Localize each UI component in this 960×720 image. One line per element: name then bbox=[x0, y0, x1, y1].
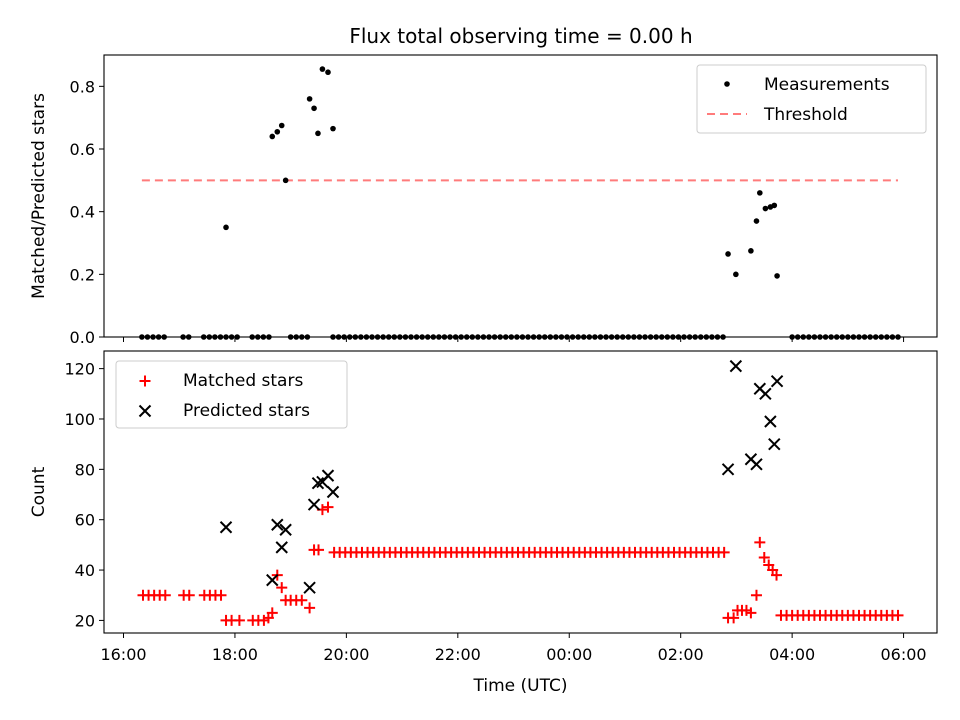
measurement-point bbox=[757, 190, 763, 196]
measurement-point bbox=[282, 177, 289, 184]
chart-title: Flux total observing time = 0.00 h bbox=[349, 24, 692, 48]
matched-stars-series bbox=[137, 501, 904, 626]
measurement-point bbox=[733, 271, 739, 278]
predicted-star-point bbox=[721, 463, 735, 476]
y-tick-label: 20 bbox=[75, 611, 95, 630]
predicted-star-point bbox=[768, 437, 781, 451]
matched-star-point bbox=[750, 589, 762, 601]
predicted-star-point bbox=[764, 415, 777, 428]
y-tick-label: 0.6 bbox=[70, 140, 95, 159]
matched-star-point bbox=[322, 501, 334, 513]
predicted-star-point bbox=[750, 458, 763, 471]
matched-star-point bbox=[775, 609, 787, 621]
matched-star-point bbox=[215, 589, 227, 601]
x-tick-label: 22:00 bbox=[435, 645, 481, 664]
matched-star-point bbox=[718, 546, 730, 558]
x-tick-label: 20:00 bbox=[323, 645, 369, 664]
measurement-point bbox=[762, 205, 769, 212]
y-tick-label: 60 bbox=[75, 511, 95, 530]
legend-marker-predicted bbox=[138, 404, 152, 418]
top-panel: 0.0 0.2 0.4 0.6 0.8 Matched/Predicted stars Me… bbox=[29, 54, 938, 347]
legend: Matched stars Predicted stars bbox=[115, 360, 348, 429]
matched-star-point bbox=[183, 589, 195, 601]
x-tick-label: 00:00 bbox=[546, 645, 592, 664]
bottom-panel: 20 40 60 80 100 120 Count 16:00 18:00 20:00 22:00 0… bbox=[29, 350, 938, 696]
measurement-point bbox=[269, 133, 276, 140]
matched-star-point bbox=[758, 551, 770, 563]
x-tick-label: 04:00 bbox=[769, 645, 815, 664]
predicted-star-point bbox=[266, 573, 279, 587]
matched-star-point bbox=[304, 602, 316, 614]
y-tick-label: 80 bbox=[75, 460, 95, 479]
x-tick-label: 02:00 bbox=[658, 645, 704, 664]
measurement-point bbox=[325, 69, 331, 76]
measurement-point bbox=[771, 202, 778, 209]
predicted-stars-series bbox=[219, 359, 784, 594]
matched-star-point bbox=[728, 612, 740, 624]
legend-label-predicted: Predicted stars bbox=[183, 401, 310, 421]
plot-frame bbox=[103, 54, 938, 338]
plot-frame bbox=[103, 350, 938, 634]
measurement-point bbox=[306, 96, 313, 102]
matched-star-point bbox=[754, 536, 766, 548]
legend-box bbox=[696, 64, 927, 134]
y-tick-label: 40 bbox=[75, 561, 95, 580]
measurement-point bbox=[774, 273, 780, 279]
predicted-star-point bbox=[303, 581, 316, 594]
measurement-point bbox=[223, 224, 229, 231]
measurement-point bbox=[330, 125, 336, 132]
measurement-point bbox=[725, 251, 731, 257]
legend-box bbox=[115, 360, 348, 429]
legend-label-matched: Matched stars bbox=[183, 371, 303, 391]
measurement-point bbox=[748, 248, 754, 254]
matched-star-point bbox=[771, 569, 783, 581]
predicted-star-point bbox=[759, 387, 772, 401]
measurement-point bbox=[311, 105, 317, 112]
predicted-star-point bbox=[326, 485, 340, 499]
matched-star-point bbox=[266, 607, 278, 619]
matched-star-point bbox=[276, 582, 288, 594]
y-axis-label: Matched/Predicted stars bbox=[29, 93, 49, 299]
matched-star-point bbox=[296, 594, 308, 606]
predicted-star-point bbox=[219, 521, 233, 534]
legend: Measurements Threshold bbox=[696, 64, 927, 134]
y-tick-label: 120 bbox=[64, 360, 95, 379]
legend-marker-measurements bbox=[724, 81, 730, 87]
y-tick-label: 0.2 bbox=[70, 265, 95, 284]
x-tick-label: 06:00 bbox=[881, 645, 927, 664]
predicted-star-point bbox=[770, 375, 784, 388]
matched-star-point bbox=[233, 614, 245, 626]
x-tick-label: 16:00 bbox=[100, 645, 146, 664]
measurement-point bbox=[319, 66, 326, 72]
x-tick-label: 18:00 bbox=[212, 645, 258, 664]
predicted-star-point bbox=[271, 518, 284, 531]
y-tick-label: 0.4 bbox=[70, 203, 95, 222]
predicted-star-point bbox=[729, 359, 743, 373]
measurement-point bbox=[315, 130, 321, 137]
legend-marker-matched bbox=[139, 375, 151, 387]
matched-star-point bbox=[892, 609, 904, 621]
y-tick-label: 100 bbox=[64, 410, 95, 429]
matched-star-point bbox=[159, 589, 171, 601]
measurement-point bbox=[753, 218, 760, 224]
legend-label-threshold: Threshold bbox=[763, 105, 848, 125]
predicted-star-point bbox=[279, 523, 292, 536]
predicted-star-point bbox=[275, 541, 288, 554]
legend-label-measurements: Measurements bbox=[764, 75, 890, 95]
matched-star-point bbox=[313, 544, 325, 556]
y-tick-label: 0.0 bbox=[70, 328, 95, 347]
predicted-star-point bbox=[321, 469, 335, 482]
matched-star-point bbox=[745, 607, 757, 619]
y-axis-label: Count bbox=[29, 466, 49, 517]
measurement-point bbox=[278, 122, 285, 129]
y-tick-label: 0.8 bbox=[70, 77, 95, 96]
x-axis-label: Time (UTC) bbox=[473, 676, 568, 696]
measurement-point bbox=[274, 128, 281, 135]
predicted-star-point bbox=[307, 498, 321, 511]
predicted-star-point bbox=[311, 476, 325, 490]
